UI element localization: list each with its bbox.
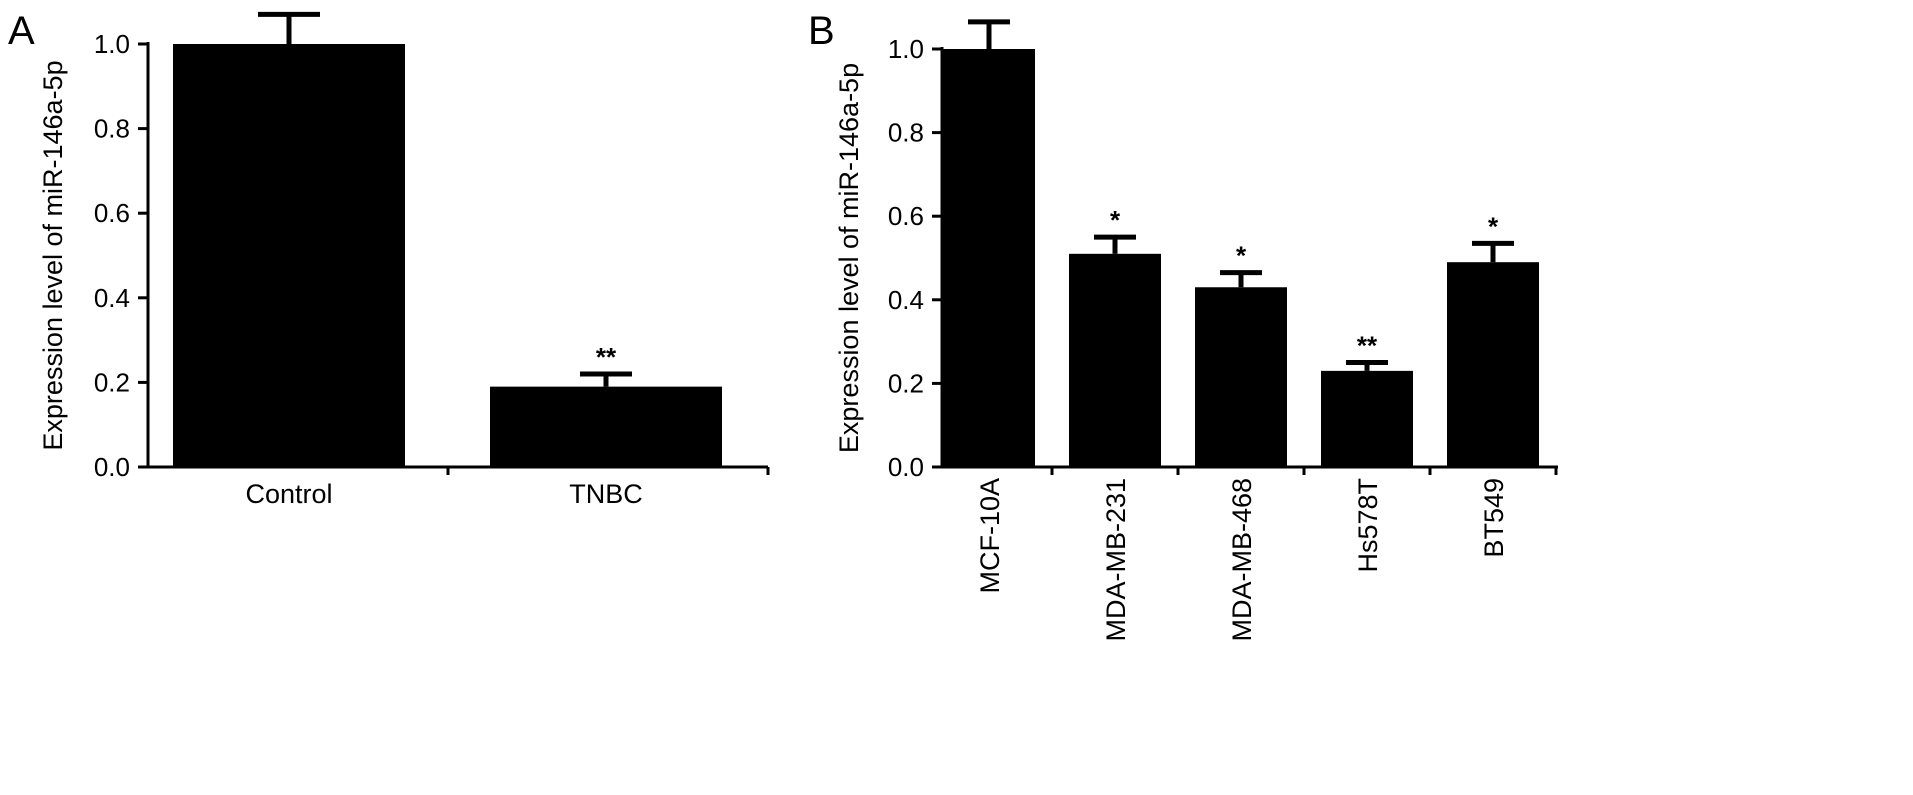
bar	[1069, 253, 1161, 467]
significance-marker: *	[1488, 211, 1499, 241]
significance-marker: **	[596, 342, 617, 372]
panel-a: A ** 0.0 0.2 0.4 0.6 0.8 1.0 Control TNBC Expressi…	[8, 9, 770, 509]
y-tick-label: 0.0	[888, 452, 924, 482]
bar	[1447, 262, 1539, 467]
bar	[173, 44, 405, 467]
y-tick-label: 0.4	[888, 285, 924, 315]
y-axis-title: Expression level of miR-146a-5p	[38, 60, 68, 450]
y-tick-label: 0.2	[888, 368, 924, 398]
bar	[943, 49, 1035, 467]
x-category-label: BT549	[1479, 478, 1509, 558]
y-tick-label: 0.0	[94, 452, 130, 482]
y-axis-title: Expression level of miR-146a-5p	[834, 63, 864, 453]
panel-label: B	[808, 9, 835, 53]
x-category-label: Control	[245, 479, 332, 509]
significance-marker: *	[1110, 205, 1121, 235]
x-category-label: MCF-10A	[975, 478, 1005, 594]
bar	[490, 386, 722, 467]
x-category-label: TNBC	[569, 479, 643, 509]
y-tick-label: 0.6	[94, 198, 130, 228]
y-tick-label: 0.6	[888, 201, 924, 231]
y-tick-label: 0.8	[94, 114, 130, 144]
bar	[1195, 287, 1287, 467]
y-tick-label: 0.8	[888, 118, 924, 148]
bar	[1321, 370, 1413, 467]
y-tick-label: 1.0	[94, 29, 130, 59]
y-tick-label: 0.2	[94, 367, 130, 397]
y-tick-label: 1.0	[888, 34, 924, 64]
significance-marker: *	[1236, 241, 1247, 271]
x-category-label: MDA-MB-468	[1227, 478, 1257, 642]
y-tick-label: 0.4	[94, 283, 130, 313]
x-category-label: MDA-MB-231	[1101, 478, 1131, 642]
panel-label: A	[8, 9, 35, 53]
significance-marker: **	[1357, 331, 1378, 361]
x-category-label: Hs578T	[1353, 478, 1383, 573]
